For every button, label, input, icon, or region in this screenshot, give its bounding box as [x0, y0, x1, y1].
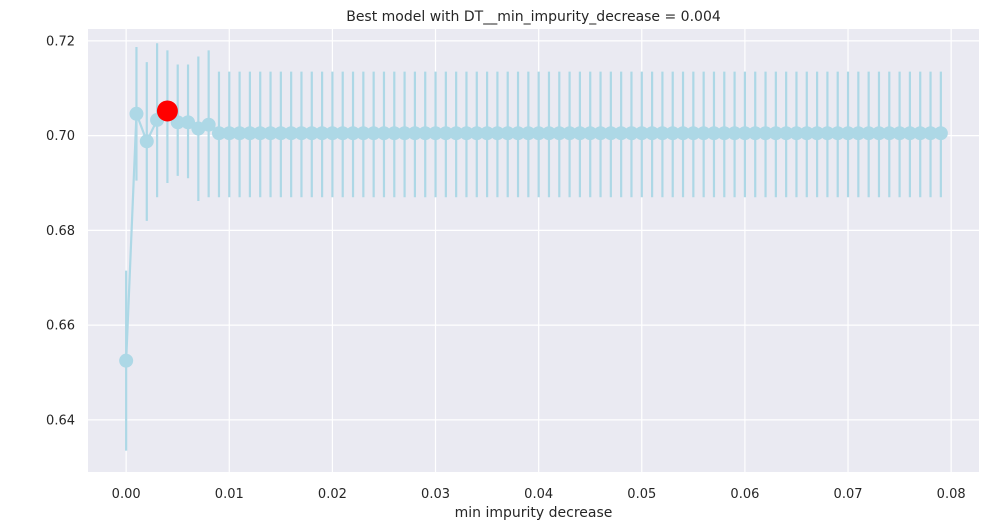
chart-title: Best model with DT__min_impurity_decreas… [346, 9, 721, 25]
x-tick-label: 0.00 [112, 487, 141, 502]
data-point [686, 126, 701, 141]
data-point [428, 126, 443, 141]
data-point [438, 126, 453, 141]
data-point [418, 126, 433, 141]
data-point [490, 126, 505, 141]
data-point [871, 126, 886, 141]
data-point [366, 126, 381, 141]
best-model-marker [156, 100, 178, 122]
best-marker-layer [156, 100, 178, 122]
data-point [139, 134, 154, 149]
x-tick-label: 0.03 [421, 487, 450, 502]
data-point [521, 126, 536, 141]
data-point [273, 126, 288, 141]
data-point [552, 126, 567, 141]
data-point [469, 126, 484, 141]
data-point [779, 126, 794, 141]
data-point [407, 126, 422, 141]
data-point [304, 126, 319, 141]
data-point [593, 126, 608, 141]
data-point [748, 126, 763, 141]
data-point [356, 126, 371, 141]
x-axis-ticks: 0.00 0.01 0.02 0.03 0.04 0.05 0.06 0.07 0.08 [112, 487, 966, 502]
x-tick-label: 0.07 [834, 487, 863, 502]
data-point [820, 126, 835, 141]
y-tick-label: 0.70 [46, 129, 75, 144]
data-point [882, 126, 897, 141]
data-point [500, 126, 515, 141]
data-point [851, 126, 866, 141]
data-point [696, 126, 711, 141]
data-point [572, 126, 587, 141]
data-point [902, 126, 917, 141]
data-point [335, 126, 350, 141]
data-point [861, 126, 876, 141]
data-point [294, 126, 309, 141]
y-axis-ticks: 0.64 0.66 0.68 0.70 0.72 [46, 34, 75, 428]
y-tick-label: 0.64 [46, 413, 75, 428]
data-point [789, 126, 804, 141]
data-point [727, 126, 742, 141]
data-point [315, 126, 330, 141]
data-point [325, 126, 340, 141]
data-point [346, 126, 361, 141]
data-point [768, 126, 783, 141]
data-point [583, 126, 598, 141]
x-tick-label: 0.01 [215, 487, 244, 502]
x-tick-label: 0.08 [937, 487, 966, 502]
data-point [737, 126, 752, 141]
data-point [717, 126, 732, 141]
x-tick-label: 0.06 [730, 487, 759, 502]
data-point [892, 126, 907, 141]
data-point [242, 126, 257, 141]
data-point [758, 126, 773, 141]
data-point [449, 126, 464, 141]
data-point [799, 126, 814, 141]
data-point [263, 126, 278, 141]
data-point [830, 126, 845, 141]
data-point [913, 126, 928, 141]
data-point [614, 126, 629, 141]
y-tick-label: 0.66 [46, 319, 75, 334]
data-point [376, 126, 391, 141]
data-point [531, 126, 546, 141]
data-point [480, 126, 495, 141]
y-tick-label: 0.68 [46, 224, 75, 239]
data-markers [119, 103, 948, 368]
plot-background [88, 29, 979, 472]
data-point [541, 126, 556, 141]
y-tick-label: 0.72 [46, 34, 75, 49]
x-tick-label: 0.02 [318, 487, 347, 502]
data-point [676, 126, 691, 141]
x-tick-label: 0.05 [627, 487, 656, 502]
data-point [222, 126, 237, 141]
data-point [665, 126, 680, 141]
data-point [397, 126, 412, 141]
data-point [211, 126, 226, 141]
data-point [459, 126, 474, 141]
data-point [706, 126, 721, 141]
data-point [129, 106, 144, 121]
data-point [933, 126, 948, 141]
data-point [232, 126, 247, 141]
data-point [284, 126, 299, 141]
data-point [562, 126, 577, 141]
data-point [624, 126, 639, 141]
data-point [201, 117, 216, 132]
data-point [655, 126, 670, 141]
data-point [923, 126, 938, 141]
data-point [645, 126, 660, 141]
x-axis-label: min impurity decrease [455, 505, 613, 521]
data-point [841, 126, 856, 141]
data-point [603, 126, 618, 141]
data-point [511, 126, 526, 141]
data-point [634, 126, 649, 141]
data-point [119, 353, 134, 368]
data-point [387, 126, 402, 141]
x-tick-label: 0.04 [524, 487, 553, 502]
data-point [181, 115, 196, 130]
data-point [810, 126, 825, 141]
data-point [253, 126, 268, 141]
